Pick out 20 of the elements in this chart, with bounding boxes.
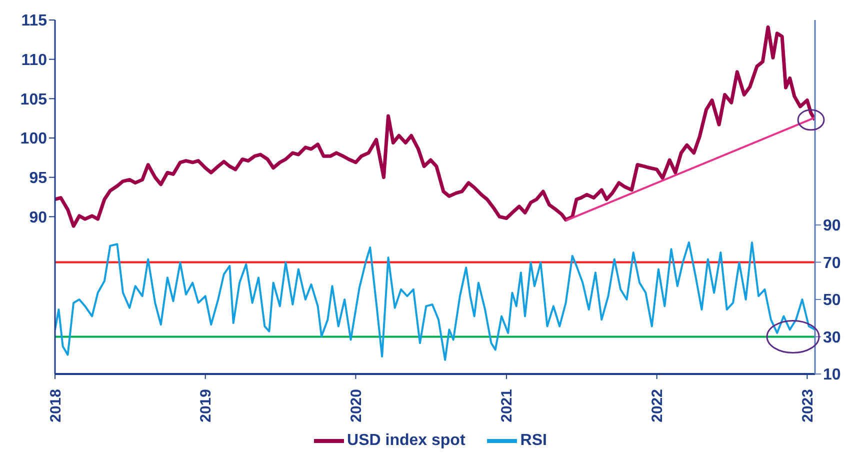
x-tick-label: 2020 (348, 389, 365, 422)
x-tick-label: 2021 (498, 389, 516, 422)
y-tick-label: 115 (21, 12, 48, 30)
y-tick-label: 100 (20, 130, 48, 148)
line-series (55, 241, 815, 361)
y-tick-label: 95 (29, 170, 48, 188)
y2-tick-label: 10 (823, 366, 841, 384)
y2-tick-label: 30 (823, 329, 841, 346)
x-tick-label: 2019 (198, 389, 215, 422)
x-tick-label: 2022 (649, 389, 666, 422)
y-tick-label: 105 (20, 91, 48, 108)
y-tick-label: 90 (29, 209, 48, 226)
y-tick-label: 110 (21, 52, 48, 70)
y2-tick-label: 50 (823, 292, 841, 310)
x-tick-label: 2023 (799, 389, 816, 422)
x-tick-label: 2018 (47, 389, 64, 422)
y2-tick-label: 70 (823, 254, 841, 272)
legend-label: RSI (520, 432, 547, 450)
y2-tick-label: 90 (823, 218, 841, 235)
legend-label: USD index spot (347, 432, 466, 450)
